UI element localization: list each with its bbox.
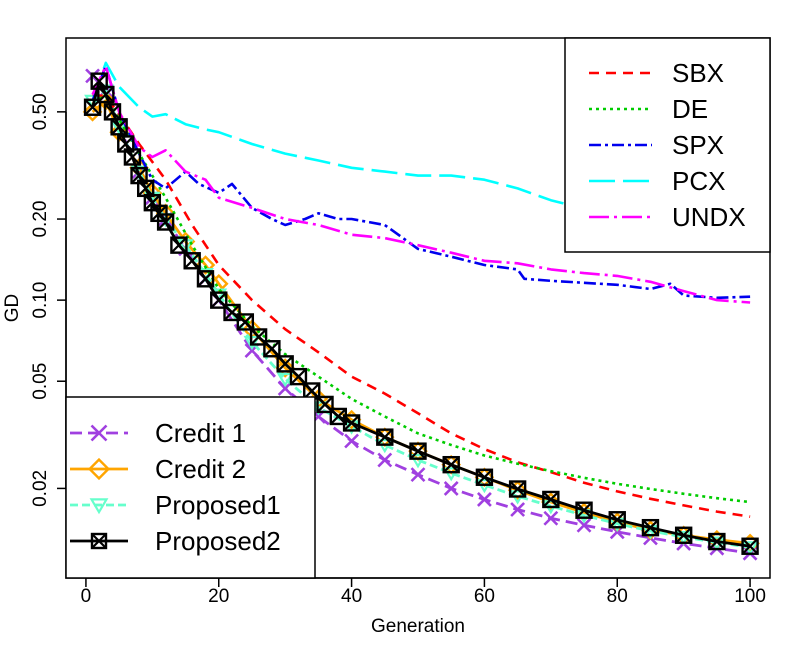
point-credit-1: [510, 502, 526, 517]
point-proposed2: [276, 355, 294, 373]
legend-marker-credit-1: [90, 424, 108, 442]
point-proposed2: [376, 428, 394, 446]
point-proposed2: [674, 526, 693, 544]
point-proposed2: [196, 270, 215, 288]
series-spx: [91, 64, 751, 300]
point-proposed2: [236, 313, 255, 331]
y-tick-label: 0.05: [30, 363, 51, 400]
point-proposed2: [110, 118, 128, 136]
x-tick-label: 40: [341, 586, 362, 607]
series-line-pcx: [91, 61, 572, 207]
point-proposed1: [409, 454, 427, 469]
legend-label-spx: SPX: [672, 130, 724, 160]
point-proposed1: [84, 94, 101, 110]
point-proposed1: [110, 120, 128, 136]
series-line-sbx: [92, 93, 751, 518]
point-proposed2: [741, 537, 759, 555]
point-proposed2: [608, 511, 626, 529]
y-axis-label: GD: [2, 294, 23, 323]
point-proposed1: [276, 372, 294, 388]
point-credit-1: [543, 510, 559, 526]
point-proposed2: [289, 367, 308, 386]
legend-bottom-box: [65, 396, 316, 579]
point-proposed2: [575, 501, 593, 519]
point-proposed2: [156, 213, 175, 231]
y-tick-label: 0.20: [30, 201, 51, 238]
legend-label-credit-2: Credit 2: [155, 454, 246, 484]
point-proposed2: [708, 532, 726, 551]
legend-marker-credit-2: [87, 457, 111, 481]
x-tick-label: 0: [81, 586, 92, 607]
point-proposed2: [542, 490, 560, 509]
legend-label-undx: UNDX: [672, 202, 746, 232]
point-credit-2: [82, 102, 103, 122]
point-proposed2: [409, 442, 427, 460]
point-proposed1: [741, 541, 759, 556]
point-credit-2: [275, 358, 295, 378]
point-credit-1: [410, 467, 426, 483]
point-proposed2: [123, 148, 142, 166]
series-line-undx: [91, 64, 751, 304]
y-tick-label: 0.10: [30, 282, 51, 319]
legend-label-pcx: PCX: [672, 166, 725, 196]
series-sbx: [92, 93, 751, 518]
x-axis-label: Generation: [371, 616, 465, 637]
point-proposed2: [508, 480, 527, 498]
point-proposed2: [342, 414, 361, 432]
x-tick-label: 60: [474, 586, 495, 607]
series-line-proposed1: [91, 89, 751, 549]
series-layer: [82, 61, 760, 561]
point-proposed2: [170, 236, 188, 254]
point-credit-1: [576, 517, 592, 533]
series-undx: [91, 64, 751, 304]
legend-label-credit-1: Credit 1: [155, 418, 246, 448]
legend-bottom: Credit 1 Credit 2 Proposed1 Proposed2: [65, 396, 316, 579]
x-tick-label: 80: [607, 586, 628, 607]
y-tick-label: 0.02: [30, 470, 51, 507]
point-credit-1: [377, 452, 393, 468]
point-credit-1: [443, 481, 459, 496]
point-proposed2: [183, 252, 201, 270]
point-credit-1: [344, 433, 360, 449]
series-proposed2: [83, 72, 759, 555]
legend-label-proposed2: Proposed2: [155, 526, 281, 556]
legend-label-sbx: SBX: [672, 58, 724, 88]
x-tick-label: 20: [208, 586, 229, 607]
point-credit-1: [476, 492, 492, 507]
legend-top: SBX DE SPX PCX UNDX: [564, 37, 771, 253]
series-pcx: [91, 61, 572, 207]
series-line-spx: [91, 64, 751, 300]
legend-label-proposed1: Proposed1: [155, 490, 281, 520]
legend-marker-proposed2: [90, 532, 108, 550]
legend-marker-proposed1: [89, 498, 109, 515]
point-proposed2: [442, 455, 460, 474]
y-tick-label: 0.50: [30, 93, 51, 130]
point-proposed2: [641, 518, 660, 537]
point-proposed2: [475, 468, 494, 486]
point-proposed1: [442, 467, 460, 482]
x-tick-label: 100: [734, 586, 766, 607]
point-proposed2: [97, 85, 115, 104]
point-proposed2: [263, 340, 281, 358]
legend-label-de: DE: [672, 94, 708, 124]
